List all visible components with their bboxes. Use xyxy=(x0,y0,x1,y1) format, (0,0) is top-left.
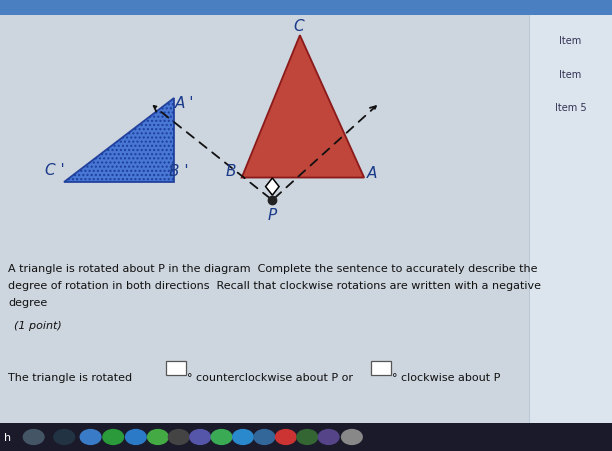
Circle shape xyxy=(102,429,124,445)
Circle shape xyxy=(189,429,211,445)
Polygon shape xyxy=(242,36,364,178)
Circle shape xyxy=(275,429,297,445)
Text: B: B xyxy=(226,164,237,179)
Bar xyxy=(0,257,529,451)
Text: degree of rotation in both directions  Recall that clockwise rotations are writt: degree of rotation in both directions Re… xyxy=(8,281,541,290)
Text: Item: Item xyxy=(559,69,581,79)
Circle shape xyxy=(23,429,45,445)
Circle shape xyxy=(253,429,275,445)
Text: ° counterclockwise about P or: ° counterclockwise about P or xyxy=(187,372,357,382)
Polygon shape xyxy=(64,99,174,183)
Text: A: A xyxy=(367,165,377,180)
Circle shape xyxy=(341,429,363,445)
Circle shape xyxy=(168,429,190,445)
Text: A ': A ' xyxy=(175,95,195,110)
Text: C: C xyxy=(293,18,304,34)
Text: Item: Item xyxy=(559,36,581,46)
Circle shape xyxy=(318,429,340,445)
Circle shape xyxy=(296,429,318,445)
Circle shape xyxy=(125,429,147,445)
Text: Item 5: Item 5 xyxy=(554,103,586,113)
Bar xyxy=(0,0,612,16)
Text: C ': C ' xyxy=(45,162,65,178)
Bar xyxy=(529,0,612,451)
Circle shape xyxy=(53,429,75,445)
Text: The triangle is rotated: The triangle is rotated xyxy=(8,372,136,382)
Circle shape xyxy=(147,429,169,445)
Text: ° clockwise about P: ° clockwise about P xyxy=(392,372,501,382)
Bar xyxy=(0,16,529,257)
Polygon shape xyxy=(266,179,279,196)
Text: P: P xyxy=(267,207,277,223)
Bar xyxy=(166,361,186,375)
Circle shape xyxy=(211,429,233,445)
Text: (1 point): (1 point) xyxy=(14,320,62,330)
Text: B ': B ' xyxy=(169,164,188,179)
Circle shape xyxy=(232,429,254,445)
Bar xyxy=(0,423,612,451)
Circle shape xyxy=(80,429,102,445)
Text: h: h xyxy=(4,432,11,442)
Bar xyxy=(371,361,391,375)
Text: degree: degree xyxy=(8,297,47,307)
Text: A triangle is rotated about P in the diagram  Complete the sentence to accuratel: A triangle is rotated about P in the dia… xyxy=(8,264,537,274)
